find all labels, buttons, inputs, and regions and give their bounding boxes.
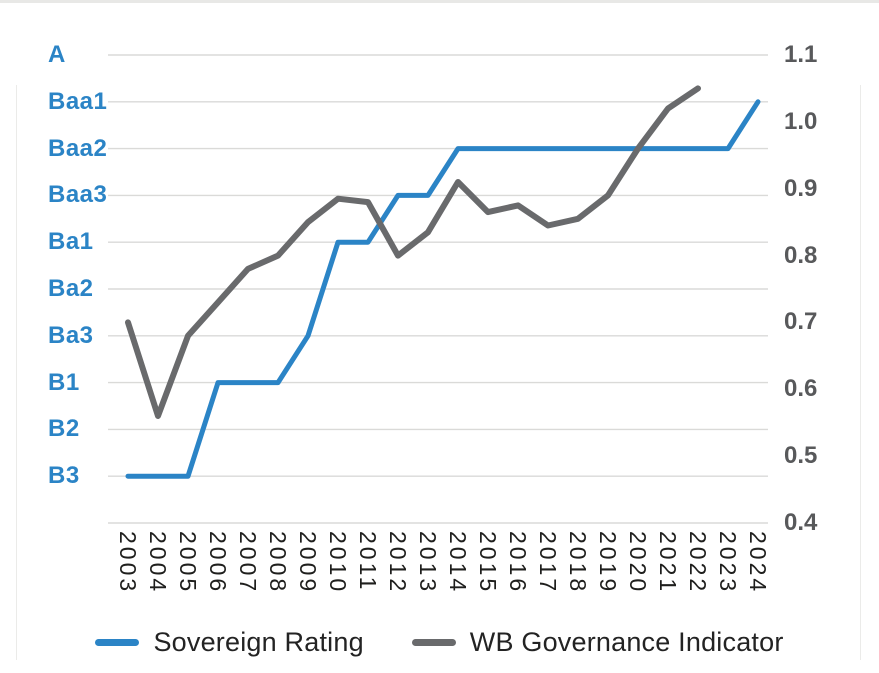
right-border-line (860, 85, 861, 660)
x-axis-label: 2008 (265, 531, 291, 595)
legend: Sovereign Rating WB Governance Indicator (0, 620, 879, 664)
y-axis-left-label: Baa2 (48, 134, 108, 162)
x-axis-label: 2023 (715, 531, 741, 595)
y-axis-left-label: B1 (48, 368, 80, 396)
y-axis-right-label: 1.1 (784, 41, 818, 68)
x-axis-label: 2007 (235, 531, 261, 595)
sovereign-rating-line-swatch (95, 638, 140, 646)
y-axis-left-label: A (48, 41, 66, 68)
x-axis-label: 2021 (655, 531, 681, 595)
y-axis-right-label: 0.6 (784, 375, 818, 403)
x-axis-label: 2009 (295, 531, 321, 595)
y-axis-right-label: 0.5 (784, 442, 818, 470)
y-axis-right-label: 0.9 (784, 174, 818, 202)
x-axis-label: 2013 (415, 531, 441, 595)
x-axis-label: 2015 (475, 531, 501, 595)
left-border-line (16, 85, 17, 660)
sovereign-rating-line (125, 99, 761, 479)
x-axis-label: 2005 (175, 531, 201, 595)
legend-label-sovereign-rating: Sovereign Rating (153, 626, 364, 657)
x-axis-label: 2003 (115, 531, 141, 595)
x-axis-label: 2017 (535, 531, 561, 595)
x-axis-label: 2014 (445, 531, 471, 595)
top-border-line (0, 0, 879, 3)
y-axis-right-label: 0.8 (784, 241, 818, 269)
x-axis-label: 2020 (625, 531, 651, 595)
y-axis-left-label: Ba2 (48, 275, 94, 302)
legend-label-wb-governance-indicator: WB Governance Indicator (469, 626, 784, 657)
x-axis-label: 2010 (325, 531, 351, 595)
wb-governance-indicator-line-swatch (411, 638, 456, 646)
legend-item-sovereign-rating: Sovereign Rating (95, 626, 364, 658)
y-axis-left-label: Baa3 (48, 181, 108, 209)
x-axis-label: 2006 (205, 531, 231, 595)
y-axis-left-label: B3 (48, 462, 80, 490)
y-axis-left-label: Baa1 (48, 87, 108, 115)
y-axis-left-label: Ba1 (48, 228, 94, 256)
x-axis-label: 2024 (745, 531, 771, 595)
x-axis-label: 2012 (385, 531, 411, 595)
x-axis-label: 2016 (505, 531, 531, 595)
x-axis-label: 2004 (145, 531, 171, 595)
x-axis-label: 2011 (355, 531, 381, 593)
wb-governance-indicator-line (125, 85, 701, 419)
y-axis-right-label: 1.0 (784, 107, 818, 135)
y-axis-left-label: B2 (48, 415, 80, 443)
y-axis-left-label: Ba3 (48, 321, 94, 349)
legend-item-wb-governance-indicator: WB Governance Indicator (411, 626, 784, 658)
y-axis-right-label: 0.7 (784, 308, 818, 336)
x-axis-label: 2018 (565, 531, 591, 595)
x-axis-label: 2022 (685, 531, 711, 595)
y-axis-right-label: 0.4 (784, 509, 818, 536)
x-axis-label: 2019 (595, 531, 621, 595)
